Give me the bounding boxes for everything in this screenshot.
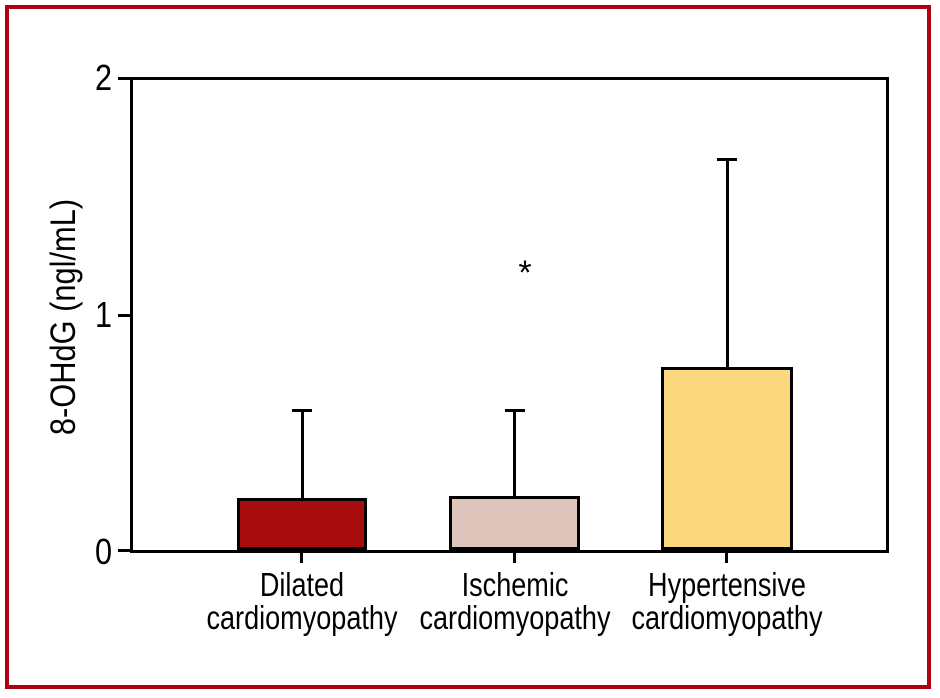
bar-dilated [237,498,367,550]
error-bar-cap [717,158,737,161]
y-axis-tick [118,314,130,317]
bar-group-ischemic [449,80,580,550]
error-bar-cap [292,409,312,412]
x-axis-tick [300,553,303,563]
x-category-label-dilated: Dilated cardiomyopathy [195,568,408,634]
y-axis-tick [118,549,130,552]
y-tick-label-1: 1 [94,294,112,335]
error-bar-stem [725,158,729,367]
bar-group-dilated [237,80,367,550]
error-bar-stem [300,409,304,498]
bar-hypertensive [661,367,793,550]
plot-area [130,77,889,553]
x-category-label-hypertensive: Hypertensive cardiomyopathy [620,568,833,634]
category-label-line: Dilated [259,566,345,603]
category-label-line: cardiomyopathy [419,599,611,636]
bar-ischemic [449,496,580,550]
figure-border [5,5,931,689]
x-category-label-ischemic: Ischemic cardiomyopathy [408,568,621,634]
category-label-line: cardiomyopathy [631,599,823,636]
category-label-line: Ischemic [461,566,569,603]
y-tick-label-0: 0 [94,531,112,572]
bar-group-hypertensive [661,80,793,550]
category-label-line: Hypertensive [648,566,806,603]
x-axis-tick [513,553,516,563]
error-bar-stem [513,409,516,496]
y-axis-tick [118,77,130,80]
x-axis-tick [725,553,728,563]
error-bar-cap [504,409,525,412]
y-tick-label-2: 2 [94,57,112,98]
category-label-line: cardiomyopathy [206,599,398,636]
significance-asterisk: * [518,254,532,292]
